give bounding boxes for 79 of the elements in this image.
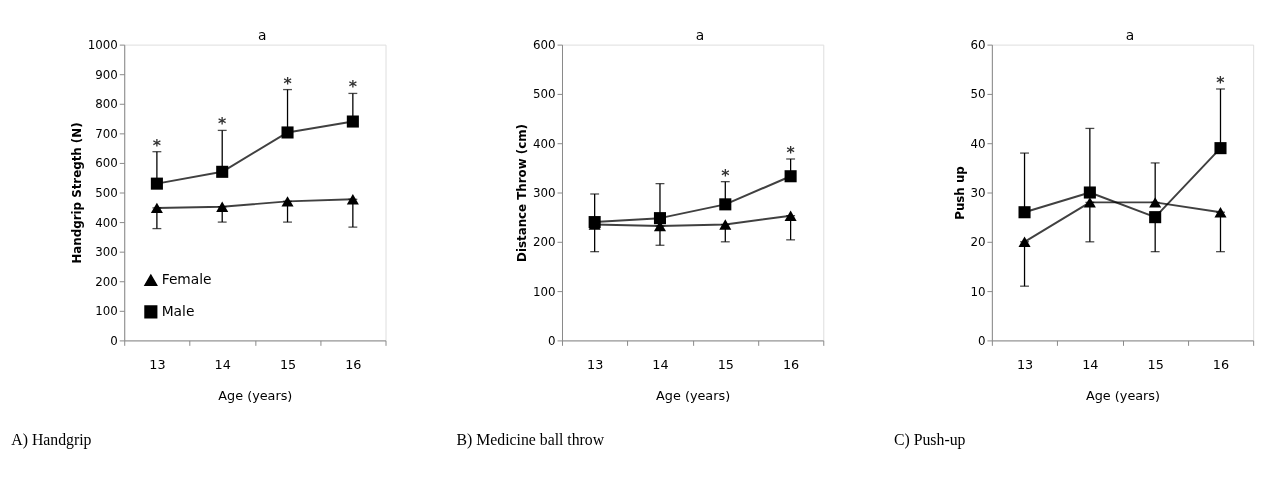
x-axis-title: Age (years) — [218, 388, 293, 404]
point — [281, 196, 294, 207]
point — [1018, 206, 1031, 219]
point — [1214, 207, 1227, 218]
annotation: * — [721, 165, 730, 185]
y-tick-label: 40 — [970, 136, 986, 151]
y-tick-label: 600 — [533, 38, 556, 53]
y-tick-label: 800 — [95, 97, 118, 112]
point — [346, 194, 359, 205]
x-axis-title: Age (years) — [1085, 388, 1161, 404]
text: C) Push-up — [894, 430, 966, 449]
point — [150, 177, 163, 190]
x-tick-label: 14 — [652, 357, 669, 373]
point — [150, 202, 163, 214]
y-tick-label: 50 — [970, 87, 986, 102]
text: a — [258, 26, 267, 43]
y-tick-label: 200 — [95, 274, 118, 289]
y-tick-label: 400 — [95, 215, 118, 230]
y-tick-label: 200 — [533, 235, 556, 250]
x-tick-label: 16 — [782, 357, 800, 373]
y-tick-label: 700 — [95, 126, 118, 141]
x-tick-label: 16 — [345, 357, 362, 373]
y-tick-label: 100 — [533, 284, 556, 299]
x-tick-label: 15 — [279, 357, 297, 373]
y-tick-label: 500 — [533, 87, 556, 102]
point — [1149, 197, 1162, 208]
y-tick-label: 600 — [95, 156, 118, 171]
x-tick-label: 13 — [1016, 357, 1034, 373]
y-tick-label: 0 — [548, 333, 556, 348]
point — [1083, 197, 1096, 208]
text: A) Handgrip — [11, 430, 92, 449]
point — [784, 170, 797, 183]
x-tick-label: 13 — [587, 357, 604, 373]
text: a — [695, 26, 705, 43]
text: a — [1125, 26, 1135, 43]
point — [784, 210, 797, 221]
annotation: * — [1216, 73, 1225, 92]
point — [1149, 211, 1162, 224]
x-tick-label: 15 — [717, 357, 734, 373]
point — [346, 115, 359, 128]
legend-label: Male — [161, 302, 195, 319]
y-tick-label: 0 — [977, 333, 986, 348]
point — [1083, 186, 1096, 199]
x-tick-label: 13 — [149, 357, 166, 373]
legend-label: Female — [161, 271, 212, 288]
y-tick-label: 500 — [95, 185, 118, 200]
y-axis-title: Distance Throw (cm) — [515, 124, 530, 262]
point — [719, 219, 732, 230]
x-tick-label: 16 — [1212, 357, 1230, 373]
y-tick-label: 100 — [95, 304, 118, 319]
annotation: * — [348, 77, 357, 97]
x-tick-label: 14 — [214, 357, 231, 373]
annotation: * — [218, 114, 227, 134]
point — [216, 201, 229, 212]
annotation: * — [283, 73, 292, 93]
y-tick-label: 1000 — [87, 38, 118, 53]
point — [1018, 236, 1031, 248]
y-tick-label: 60 — [970, 38, 986, 53]
text: B) Medicine ball throw — [456, 430, 605, 449]
point — [1214, 142, 1227, 155]
y-tick-label: 300 — [95, 245, 118, 260]
y-axis-title: Handgrip Stregth (N) — [69, 122, 84, 264]
annotation: * — [786, 143, 795, 162]
x-tick-label: 14 — [1082, 357, 1099, 373]
annotation: * — [152, 135, 162, 155]
y-tick-label: 30 — [970, 185, 986, 200]
point — [281, 126, 294, 139]
y-tick-label: 0 — [110, 333, 118, 348]
y-tick-label: 10 — [970, 284, 986, 299]
y-tick-label: 900 — [95, 67, 118, 82]
point — [719, 198, 732, 211]
y-axis-title: Push up — [952, 166, 967, 220]
point — [653, 212, 667, 225]
x-axis-title: Age (years) — [656, 388, 731, 404]
x-tick-label: 15 — [1147, 357, 1164, 373]
point — [216, 165, 229, 178]
y-tick-label: 400 — [533, 136, 556, 151]
y-tick-label: 20 — [970, 235, 986, 250]
y-tick-label: 300 — [533, 185, 556, 200]
